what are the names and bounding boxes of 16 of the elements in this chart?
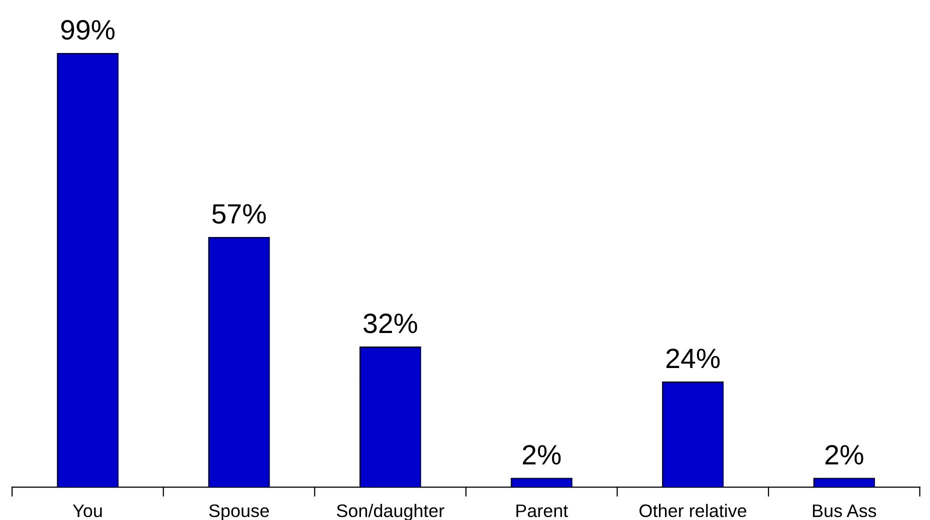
- data-label: 99%: [61, 20, 115, 40]
- x-tick-label: Other relative: [640, 504, 746, 518]
- x-tick-label: Parent: [516, 504, 568, 518]
- bar: [56, 52, 119, 488]
- data-label: 2%: [825, 444, 864, 465]
- bar: [208, 236, 270, 488]
- data-label: 32%: [364, 314, 418, 334]
- data-label: 57%: [212, 204, 266, 224]
- bar: [662, 382, 724, 488]
- data-label: 24%: [666, 348, 720, 368]
- x-tick-label: Bus Ass: [812, 504, 876, 518]
- data-label: 2%: [522, 444, 561, 465]
- x-tick-label: You: [72, 504, 102, 518]
- bar: [510, 478, 572, 488]
- bar: [813, 478, 875, 488]
- bar: [359, 346, 422, 488]
